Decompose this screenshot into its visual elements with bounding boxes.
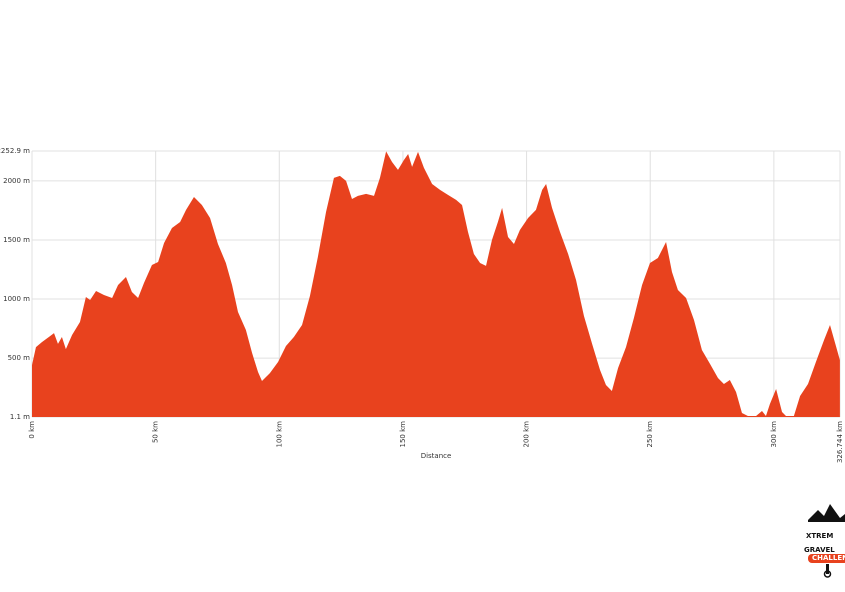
x-axis-title: Distance <box>421 452 452 460</box>
plot: 1.1 m 500 m 1000 m 1500 m 2000 m 2252.9 m 0 km… <box>0 147 844 463</box>
y-tick-label: 2252.9 m <box>0 147 30 155</box>
logo-stand <box>826 564 829 574</box>
x-tick-label: 0 km <box>28 421 36 439</box>
y-tick-label: 500 m <box>8 354 31 362</box>
y-tick-label: 1500 m <box>3 236 30 244</box>
y-tick-label: 1.1 m <box>10 413 30 421</box>
logo-banner <box>808 554 845 563</box>
x-tick-label: 50 km <box>152 421 160 443</box>
logo: XTREM GRAVEL CHALLENGE <box>804 504 845 578</box>
logo-mountains <box>808 504 845 522</box>
logo-line3: CHALLENGE <box>812 554 845 562</box>
y-tick-label: 2000 m <box>3 177 30 185</box>
logo-line1: XTREM <box>806 532 833 540</box>
x-tick-label: 250 km <box>646 421 654 448</box>
elevation-area <box>32 151 840 417</box>
x-tick-label: 300 km <box>770 421 778 448</box>
x-tick-label: 326.744 km <box>836 421 844 463</box>
logo-line2: GRAVEL <box>804 546 835 554</box>
x-tick-label: 150 km <box>399 421 407 448</box>
x-tick-label: 200 km <box>523 421 531 448</box>
y-tick-label: 1000 m <box>3 295 30 303</box>
logo-ring <box>823 570 832 578</box>
x-tick-label: 100 km <box>275 421 283 448</box>
